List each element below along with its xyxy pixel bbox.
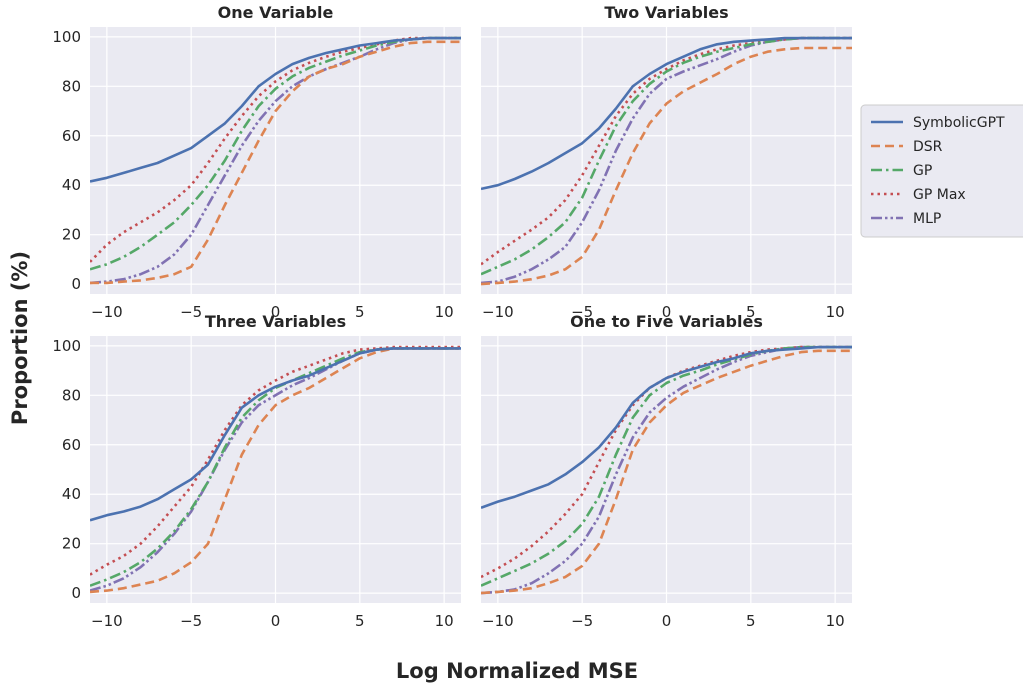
series-lines — [481, 345, 852, 595]
subplot-4: −10 −5 0 5 10 One to Five Variables — [481, 312, 852, 630]
series-line-gp-max — [90, 36, 461, 263]
subplot-title: One Variable — [218, 3, 334, 22]
y-tick-label: 100 — [52, 337, 81, 355]
y-tick-label: 0 — [71, 584, 81, 602]
x-tick-label: 0 — [662, 612, 672, 630]
x-tick-label: 5 — [355, 303, 365, 321]
x-tick-label: −10 — [482, 303, 514, 321]
subplot-2: −10 −5 0 5 10 Two Variables — [481, 3, 852, 321]
subplot-3: 0 20 40 60 80 100 −10 −5 0 5 10 Three Variables — [52, 312, 461, 630]
legend: SymbolicGPT DSR GP GP Max MLP — [860, 104, 1023, 238]
gridlines — [90, 27, 461, 294]
series-line-symbolicgpt — [481, 345, 852, 510]
series-line-symbolicgpt — [481, 36, 852, 191]
y-tick-label: 40 — [62, 176, 81, 194]
series-line-gp-max — [481, 36, 852, 266]
x-tick-label: 0 — [271, 303, 281, 321]
y-tick-label: 80 — [62, 386, 81, 404]
series-line-mlp — [90, 347, 461, 592]
legend-label: DSR — [913, 139, 943, 155]
x-tick-label: 5 — [746, 303, 756, 321]
legend-label: GP Max — [913, 187, 966, 203]
x-tick-label: 0 — [662, 303, 672, 321]
y-tick-label: 60 — [62, 436, 81, 454]
subplot-title: Three Variables — [205, 312, 346, 331]
legend-label: MLP — [913, 211, 941, 227]
x-tick-label: 5 — [746, 612, 756, 630]
series-line-dsr — [481, 349, 852, 595]
series-line-mlp — [90, 36, 461, 285]
series-lines — [90, 36, 461, 285]
subplot-title: Two Variables — [604, 3, 728, 22]
x-tick-label: 10 — [435, 612, 454, 630]
gridlines — [481, 336, 852, 603]
y-tick-label: 80 — [62, 77, 81, 95]
x-tick-label: 10 — [826, 612, 845, 630]
x-tick-label: 10 — [435, 303, 454, 321]
legend-label: SymbolicGPT — [913, 115, 1005, 131]
y-tick-label: 0 — [71, 275, 81, 293]
y-tick-label: 60 — [62, 127, 81, 145]
x-tick-label: −5 — [180, 612, 202, 630]
x-tick-label: 5 — [355, 612, 365, 630]
series-line-dsr — [90, 40, 461, 285]
series-lines — [481, 36, 852, 286]
series-line-dsr — [481, 46, 852, 286]
series-line-symbolicgpt — [90, 36, 461, 183]
subplot-title: One to Five Variables — [570, 312, 763, 331]
series-line-symbolicgpt — [90, 347, 461, 522]
x-axis-label: Log Normalized MSE — [396, 659, 638, 683]
y-tick-label: 40 — [62, 485, 81, 503]
x-tick-label: −5 — [571, 303, 593, 321]
legend-label: GP — [913, 163, 932, 179]
y-tick-label: 20 — [62, 226, 81, 244]
legend-box — [860, 104, 1023, 238]
x-tick-label: −5 — [571, 612, 593, 630]
y-tick-label: 20 — [62, 535, 81, 553]
x-tick-label: 0 — [271, 612, 281, 630]
x-tick-label: 10 — [826, 303, 845, 321]
x-tick-label: −5 — [180, 303, 202, 321]
series-lines — [90, 345, 461, 594]
x-tick-label: −10 — [482, 612, 514, 630]
subplot-1: 0 20 40 60 80 100 −10 −5 0 5 10 One Variable — [52, 3, 461, 321]
x-tick-label: −10 — [91, 612, 123, 630]
x-tick-label: −10 — [91, 303, 123, 321]
series-line-gp — [90, 36, 461, 271]
y-axis-label: Proportion (%) — [8, 251, 32, 425]
y-tick-label: 100 — [52, 28, 81, 46]
